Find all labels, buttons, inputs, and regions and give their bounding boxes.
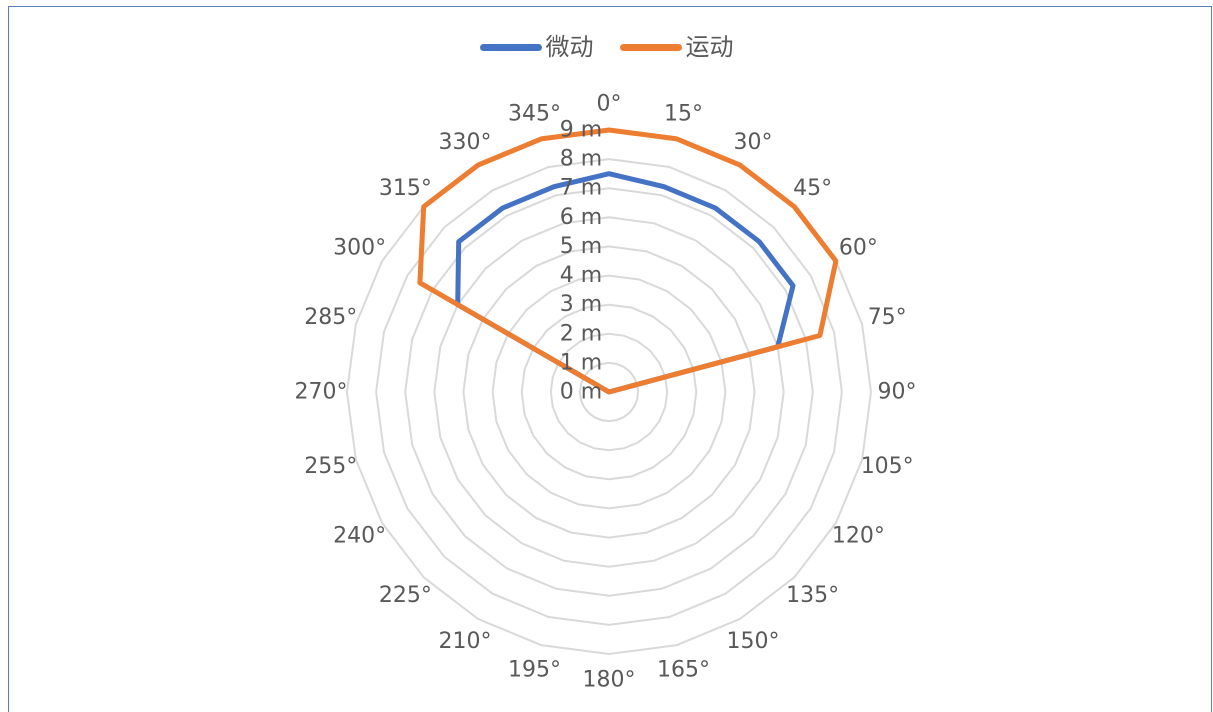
angle-label-22: 330° (439, 130, 492, 155)
series-line-1[interactable] (417, 127, 839, 395)
angle-label-19: 285° (304, 305, 357, 330)
legend-swatch-yundong (619, 43, 682, 51)
radial-tick-label-5: 5 m (560, 234, 602, 259)
angle-label-10: 150° (727, 629, 780, 654)
angle-label-16: 240° (333, 524, 386, 549)
angle-label-23: 345° (508, 101, 561, 126)
radial-tick-label-1: 1 m (560, 350, 602, 375)
chart-frame (8, 6, 1212, 712)
angle-label-17: 255° (304, 454, 357, 479)
grid-ring-8 (375, 158, 843, 626)
radial-tick-label-3: 3 m (560, 292, 602, 317)
angle-label-1: 15° (664, 101, 703, 126)
radial-tick-label-9: 9 m (560, 118, 602, 143)
radial-tick-label-6: 6 m (560, 205, 602, 230)
legend-swatch-weidong (479, 43, 542, 51)
radial-tick-label-8: 8 m (560, 147, 602, 172)
angle-label-20: 300° (333, 236, 386, 261)
angle-label-9: 135° (786, 583, 839, 608)
angle-label-6: 90° (878, 380, 917, 405)
angle-label-12: 180° (583, 668, 636, 693)
angle-label-7: 105° (861, 454, 914, 479)
angle-label-2: 30° (734, 130, 773, 155)
angle-label-14: 210° (439, 629, 492, 654)
radial-tick-label-4: 4 m (560, 263, 602, 288)
angle-label-13: 195° (508, 658, 561, 683)
legend-label-weidong: 微动 (545, 33, 594, 61)
legend: 微动 运动 (0, 30, 1213, 64)
radial-tick-label-2: 2 m (560, 321, 602, 346)
angle-label-5: 75° (868, 305, 907, 330)
radial-tick-label-7: 7 m (560, 176, 602, 201)
angle-label-8: 120° (832, 524, 885, 549)
legend-item-weidong[interactable]: 微动 (479, 30, 594, 64)
angle-label-18: 270° (295, 380, 348, 405)
angle-label-11: 165° (657, 658, 710, 683)
legend-label-yundong: 运动 (685, 33, 734, 61)
angle-label-4: 60° (839, 236, 878, 261)
angle-label-15: 225° (379, 583, 432, 608)
angle-label-3: 45° (793, 176, 832, 201)
radial-tick-label-0: 0 m (560, 380, 602, 405)
angle-label-21: 315° (379, 176, 432, 201)
legend-item-yundong[interactable]: 运动 (619, 30, 734, 64)
angle-label-0: 0° (597, 92, 622, 117)
